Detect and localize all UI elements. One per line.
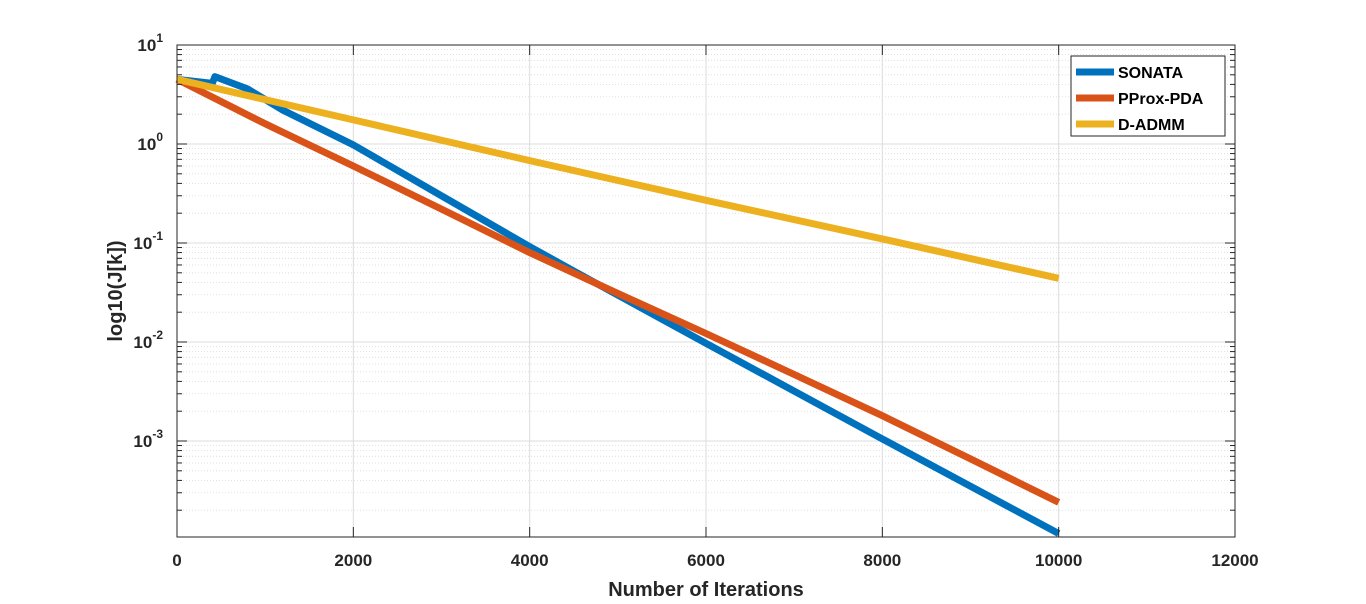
x-tick-label: 4000 [511,551,549,570]
x-tick-label: 8000 [863,551,901,570]
y-tick-label: 10-3 [133,427,163,451]
y-tick-label: 10-1 [133,229,163,253]
x-tick-label: 10000 [1035,551,1082,570]
y-tick-label: 100 [137,130,163,154]
series-layer [175,73,1061,537]
series-line-d-admm [176,75,1060,282]
x-tick-label: 0 [172,551,181,570]
x-tick-label: 12000 [1211,551,1258,570]
x-tick-label: 2000 [334,551,372,570]
x-tick-labels: 0 2000 4000 6000 8000 10000 12000 [172,551,1258,570]
legend-label-pprox-pda: PProx-PDA [1118,91,1204,108]
ticks-layer [176,44,1236,537]
y-tick-label: 10-2 [133,328,163,352]
x-axis-label: Number of Iterations [608,579,804,601]
y-axis-label: log10(J[k]) [105,240,127,341]
series-line-sonata [176,73,1061,537]
legend-label-d-admm: D-ADMM [1118,117,1185,134]
legend: SONATA PProx-PDA D-ADMM [1070,55,1226,137]
legend-label-sonata: SONATA [1118,65,1184,82]
series-line-pprox-pda [175,76,1061,506]
y-tick-label: 101 [137,31,163,55]
x-tick-label: 6000 [687,551,725,570]
y-tick-labels: 101 100 10-1 10-2 10-3 [133,31,163,451]
